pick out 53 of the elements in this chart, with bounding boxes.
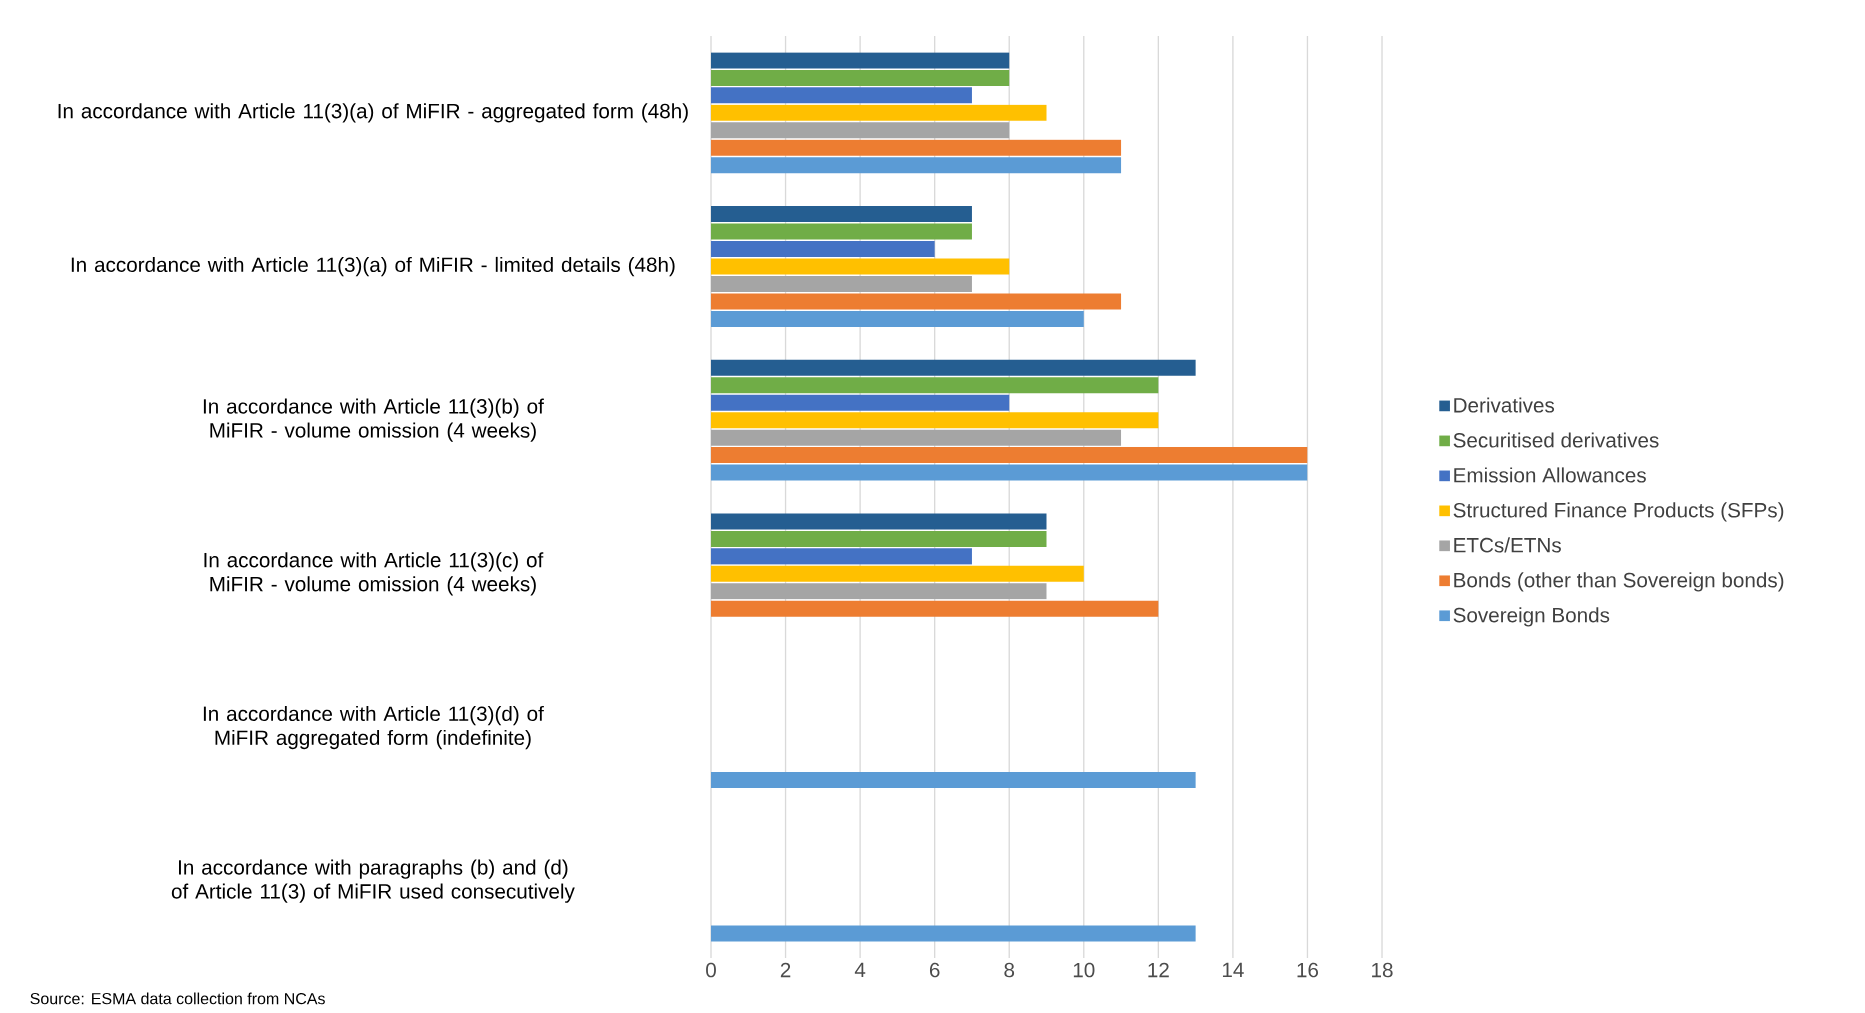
x-tick-label: 18 — [1372, 962, 1393, 978]
legend-label: Bonds (other than Sovereign bonds) — [1454, 572, 1784, 592]
x-tick-label: 14 — [1222, 962, 1244, 977]
legend-label: Derivatives — [1454, 397, 1555, 413]
bar — [711, 394, 1010, 411]
bar — [711, 513, 1047, 530]
bar — [711, 139, 1122, 156]
bar — [711, 447, 1308, 464]
bar — [711, 223, 972, 240]
bar — [711, 52, 1010, 69]
bar — [711, 925, 1196, 942]
bar — [711, 122, 1010, 139]
bar — [711, 359, 1196, 376]
bar — [711, 241, 935, 258]
bar — [711, 412, 1159, 429]
bar — [711, 293, 1122, 310]
y-tick-label: In accordance with Article 11(3)(b) of MiFIR - volume omission (4 weeks) — [203, 398, 544, 442]
legend-label: ETCs/ETNs — [1454, 537, 1561, 553]
bar — [711, 548, 972, 565]
bar — [711, 104, 1047, 121]
bar — [711, 69, 1010, 86]
bar — [711, 583, 1047, 600]
bar — [711, 206, 972, 223]
bar — [711, 771, 1196, 788]
x-tick-label: 8 — [1004, 962, 1015, 978]
bar — [711, 258, 1010, 275]
source-note: Source: ESMA data collection from NCAs — [30, 992, 325, 1005]
legend-label: Emission Allowances — [1454, 467, 1646, 483]
bar — [711, 565, 1084, 582]
x-tick-label: 2 — [780, 962, 791, 978]
bar — [711, 530, 1047, 547]
x-tick-label: 4 — [854, 962, 866, 977]
bar — [711, 87, 972, 104]
x-tick-label: 0 — [706, 962, 716, 978]
y-tick-label: In accordance with Article 11(3)(d) of MiFIR aggregated form (indefinite) — [203, 705, 544, 750]
x-tick-label: 6 — [929, 962, 940, 978]
bar — [711, 464, 1308, 481]
bar — [711, 275, 972, 292]
legend-label: Securitised derivatives — [1453, 432, 1659, 448]
bar — [711, 429, 1122, 446]
x-tick-label: 16 — [1297, 962, 1319, 978]
y-tick-label: In accordance with Article 11(3)(c) of MiFIR - volume omission (4 weeks) — [204, 552, 544, 596]
y-tick-label: In accordance with paragraphs (b) and (d) of Article 11(3) of MiFIR used consecutively — [171, 859, 575, 903]
bar — [711, 310, 1084, 327]
x-tick-label: 10 — [1073, 962, 1095, 978]
y-tick-label: In accordance with Article 11(3)(a) of MiFIR - aggregated form (48h) — [58, 103, 688, 123]
bar — [711, 377, 1159, 394]
legend-label: Structured Finance Products (SFPs) — [1453, 502, 1784, 522]
x-tick-label: 12 — [1148, 962, 1169, 978]
legend-label: Sovereign Bonds — [1453, 607, 1610, 627]
y-tick-label: In accordance with Article 11(3)(a) of MiFIR - limited details (48h) — [71, 256, 675, 277]
bar — [711, 600, 1159, 617]
bar — [711, 157, 1122, 174]
